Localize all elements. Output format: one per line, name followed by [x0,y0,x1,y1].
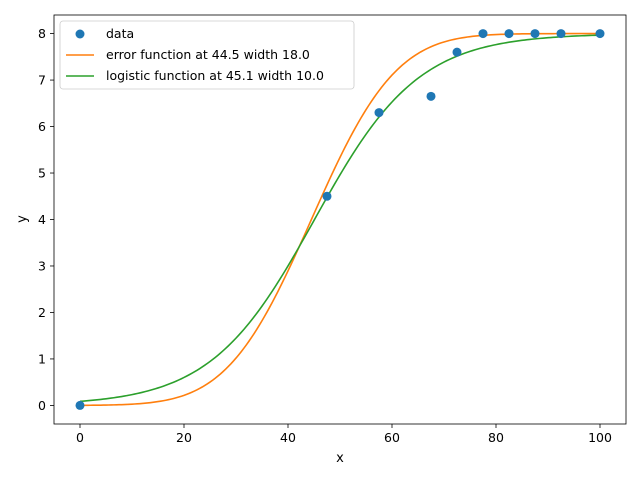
legend-box [59,20,355,90]
y-tick-label: 2 [38,305,46,320]
legend-label-data: data [106,26,134,41]
y-tick-label: 7 [38,73,46,88]
data-point [374,108,384,118]
x-axis-ticks: 0 20 40 60 80 100 [76,424,612,445]
y-tick-label: 6 [38,119,46,134]
y-axis-ticks: 0 1 2 3 4 5 6 7 8 [38,26,54,413]
legend: data error function at 44.5 width 18.0 l… [59,20,355,90]
x-tick-label: 80 [488,430,504,445]
y-tick-label: 5 [38,166,46,181]
points-layer [75,29,605,410]
x-tick-label: 100 [588,430,612,445]
x-tick-label: 20 [176,430,192,445]
data-point [322,191,332,201]
legend-label-error-function: error function at 44.5 width 18.0 [106,47,310,62]
y-tick-label: 0 [38,398,46,413]
data-point [556,29,566,39]
x-tick-label: 60 [384,430,400,445]
data-point [426,91,436,101]
legend-label-logistic-function: logistic function at 45.1 width 10.0 [106,68,324,83]
data-point [504,29,514,39]
x-tick-label: 40 [280,430,296,445]
y-tick-label: 8 [38,26,46,41]
x-tick-label: 0 [76,430,84,445]
data-point [530,29,540,39]
y-axis-label: y [15,215,30,223]
y-tick-label: 1 [38,351,46,366]
data-point [595,29,605,39]
legend-marker-data [75,29,85,39]
x-axis-label: x [336,451,344,466]
logistic-function-curve [79,34,601,403]
data-point [75,400,85,410]
data-point [478,29,488,39]
y-tick-label: 4 [38,212,46,227]
y-tick-label: 3 [38,258,46,273]
data-point [452,47,462,57]
